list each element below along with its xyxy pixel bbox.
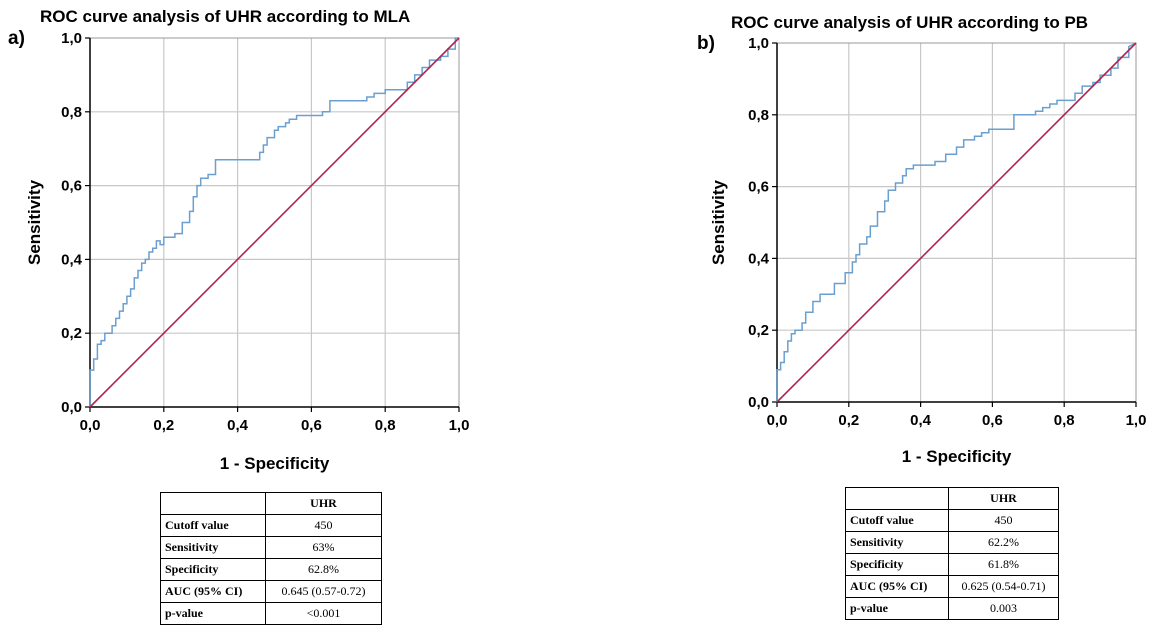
row-label: Sensitivity bbox=[845, 531, 949, 554]
y-tick-label: 1,0 bbox=[748, 35, 769, 52]
row-value: 0.003 bbox=[948, 597, 1059, 620]
chart-title: ROC curve analysis of UHR according to P… bbox=[731, 13, 1088, 32]
table-header-row: UHR bbox=[160, 492, 382, 515]
y-tick-label: 0,2 bbox=[61, 325, 82, 342]
row-label: Specificity bbox=[845, 553, 949, 576]
x-tick-label: 0,8 bbox=[375, 417, 396, 434]
x-tick-label: 1,0 bbox=[449, 417, 470, 434]
x-tick-label: 0,6 bbox=[982, 412, 1003, 429]
x-axis-label: 1 - Specificity bbox=[220, 454, 330, 473]
y-tick-label: 1,0 bbox=[61, 30, 82, 47]
x-tick-label: 0,0 bbox=[767, 412, 788, 429]
row-value: 0.645 (0.57-0.72) bbox=[265, 580, 382, 603]
row-label: Specificity bbox=[160, 558, 266, 581]
row-label: Sensitivity bbox=[160, 536, 266, 559]
row-label: p-value bbox=[160, 602, 266, 625]
y-tick-label: 0,8 bbox=[61, 104, 82, 121]
table-row: p-value <0.001 bbox=[160, 602, 382, 625]
row-value: 62.8% bbox=[265, 558, 382, 581]
reference-diagonal-line bbox=[776, 42, 1137, 403]
table-row: Cutoff value 450 bbox=[845, 509, 1059, 532]
row-value: 62.2% bbox=[948, 531, 1059, 554]
table-header-row: UHR bbox=[845, 487, 1059, 510]
y-tick-label: 0,4 bbox=[61, 251, 83, 268]
stats-table-pb: UHR Cutoff value 450 Sensitivity 62.2% Spe… bbox=[845, 487, 1059, 620]
y-tick-label: 0,8 bbox=[748, 107, 769, 124]
roc-chart-pb: b) ROC curve analysis of UHR according to… bbox=[697, 13, 1146, 466]
table-row: Specificity 62.8% bbox=[160, 558, 382, 581]
table-row: AUC (95% CI) 0.625 (0.54-0.71) bbox=[845, 575, 1059, 598]
row-value: 450 bbox=[948, 509, 1059, 532]
row-label: Cutoff value bbox=[845, 509, 949, 532]
x-axis-label: 1 - Specificity bbox=[902, 447, 1012, 466]
y-tick-label: 0,0 bbox=[61, 399, 82, 416]
y-tick-label: 0,2 bbox=[748, 322, 769, 339]
table-row: Specificity 61.8% bbox=[845, 553, 1059, 576]
x-tick-label: 0,0 bbox=[80, 417, 101, 434]
row-value: 0.625 (0.54-0.71) bbox=[948, 575, 1059, 598]
x-tick-label: 0,6 bbox=[301, 417, 322, 434]
x-tick-label: 0,2 bbox=[153, 417, 174, 434]
table-header-uhr: UHR bbox=[948, 487, 1059, 510]
row-value: 63% bbox=[265, 536, 382, 559]
table-row: AUC (95% CI) 0.645 (0.57-0.72) bbox=[160, 580, 382, 603]
y-tick-label: 0,6 bbox=[61, 178, 82, 195]
roc-curve-line bbox=[776, 42, 1137, 402]
y-axis-label: Sensitivity bbox=[25, 179, 44, 265]
row-value: <0.001 bbox=[265, 602, 382, 625]
table-row: Sensitivity 63% bbox=[160, 536, 382, 559]
x-tick-label: 1,0 bbox=[1126, 412, 1147, 429]
stats-table-mla: UHR Cutoff value 450 Sensitivity 63% Speci… bbox=[160, 492, 382, 625]
row-value: 61.8% bbox=[948, 553, 1059, 576]
x-tick-label: 0,4 bbox=[227, 417, 249, 434]
chart-title: ROC curve analysis of UHR according to M… bbox=[40, 7, 410, 26]
table-header-uhr: UHR bbox=[265, 492, 382, 515]
y-tick-label: 0,6 bbox=[748, 179, 769, 196]
row-label: Cutoff value bbox=[160, 514, 266, 537]
roc-chart-mla: a) ROC curve analysis of UHR according to… bbox=[8, 7, 469, 473]
panel-letter: b) bbox=[697, 33, 715, 54]
reference-diagonal-line bbox=[89, 37, 460, 408]
y-axis-label: Sensitivity bbox=[709, 179, 728, 265]
x-tick-label: 0,4 bbox=[910, 412, 932, 429]
row-label: p-value bbox=[845, 597, 949, 620]
table-header-empty bbox=[845, 487, 949, 510]
x-tick-label: 0,8 bbox=[1054, 412, 1075, 429]
table-row: Cutoff value 450 bbox=[160, 514, 382, 537]
row-label: AUC (95% CI) bbox=[160, 580, 266, 603]
row-value: 450 bbox=[265, 514, 382, 537]
table-header-empty bbox=[160, 492, 266, 515]
roc-curve-line bbox=[89, 37, 459, 407]
panel-letter: a) bbox=[8, 28, 25, 49]
y-tick-label: 0,4 bbox=[748, 250, 770, 267]
table-row: p-value 0.003 bbox=[845, 597, 1059, 620]
x-tick-label: 0,2 bbox=[838, 412, 859, 429]
row-label: AUC (95% CI) bbox=[845, 575, 949, 598]
y-tick-label: 0,0 bbox=[748, 394, 769, 411]
table-row: Sensitivity 62.2% bbox=[845, 531, 1059, 554]
